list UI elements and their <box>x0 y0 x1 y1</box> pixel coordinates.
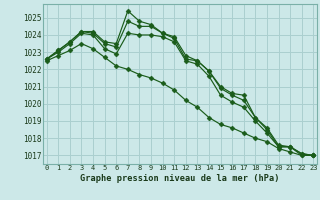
X-axis label: Graphe pression niveau de la mer (hPa): Graphe pression niveau de la mer (hPa) <box>80 174 280 183</box>
